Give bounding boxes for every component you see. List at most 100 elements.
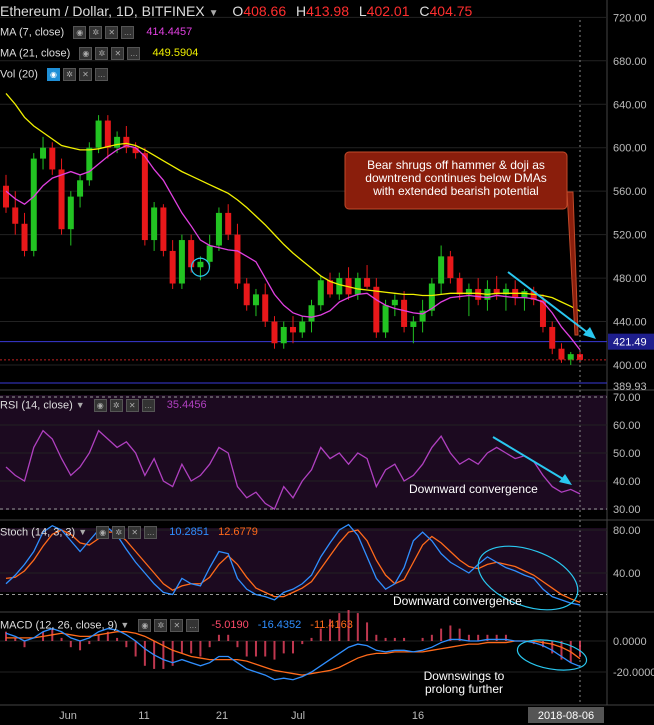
high-label: H: [296, 3, 307, 19]
time-tick-label: Jul: [291, 710, 305, 722]
price-tick-label: 560.00: [613, 186, 647, 198]
candle-body: [86, 147, 93, 181]
close-icon[interactable]: ✕: [125, 399, 139, 412]
eye-icon[interactable]: ◉: [96, 526, 110, 539]
eye-icon[interactable]: ◉: [73, 26, 87, 39]
close-icon[interactable]: ✕: [78, 68, 92, 81]
vol-legend[interactable]: Vol (20) ◉ ✲ ✕…: [0, 68, 111, 81]
gear-icon[interactable]: ✲: [154, 619, 168, 632]
more-icon[interactable]: …: [127, 47, 141, 60]
rsi-annotation: Downward convergence: [409, 482, 538, 496]
chevron-down-icon[interactable]: ▼: [208, 8, 219, 19]
ma21-legend[interactable]: MA (21, close) ◉ ✲ ✕… 449.5904: [0, 47, 198, 60]
callout-text-line: Bear shrugs off hammer & doji as: [367, 158, 545, 172]
trend-arrow: [507, 271, 593, 337]
chevron-down-icon[interactable]: ▼: [120, 620, 130, 631]
candle-body: [225, 212, 232, 235]
candle-body: [49, 147, 56, 170]
candle-body: [58, 169, 65, 230]
close-label: C: [419, 3, 430, 19]
symbol-title[interactable]: Ethereum / Dollar, 1D, BITFINEX: [0, 3, 205, 19]
rsi-arrow-head: [559, 474, 572, 485]
macd-annotation-line: prolong further: [425, 682, 503, 696]
eye-icon[interactable]: ◉: [79, 47, 93, 60]
macd-tick-label: -20.0000: [613, 667, 654, 679]
rsi-tick-label: 60.00: [613, 420, 641, 432]
close-icon[interactable]: ✕: [128, 526, 142, 539]
ma7-legend[interactable]: MA (7, close) ◉ ✲ ✕… 414.4457: [0, 26, 192, 39]
rsi-arrow: [492, 436, 569, 483]
more-icon[interactable]: …: [186, 619, 200, 632]
candle-body: [132, 147, 139, 154]
eye-icon[interactable]: ◉: [138, 619, 152, 632]
gear-icon[interactable]: ✲: [112, 526, 126, 539]
stoch-k-value: 10.2851: [169, 526, 210, 539]
price-tick-label: 520.00: [613, 230, 647, 242]
stoch-label: Stoch (14, 3, 3): [0, 526, 76, 539]
candle-body: [354, 278, 361, 295]
price-tag-bg: [608, 333, 654, 350]
rsi-tick-label: 40.00: [613, 476, 641, 488]
gear-icon[interactable]: ✲: [95, 47, 109, 60]
chevron-down-icon[interactable]: ▼: [78, 527, 88, 538]
close-icon[interactable]: ✕: [105, 26, 119, 39]
price-tick-label: 400.00: [613, 360, 647, 372]
eye-icon[interactable]: ◉: [46, 68, 60, 81]
close-icon[interactable]: ✕: [111, 47, 125, 60]
candle-body: [123, 136, 130, 148]
candle-body: [160, 207, 167, 251]
candle-body: [21, 223, 28, 251]
macd-tick-label: 0.0000: [613, 636, 647, 648]
candle-body: [252, 294, 259, 306]
candle-body: [447, 256, 454, 279]
date-tag: 2018-08-06: [538, 710, 594, 722]
candle-body: [169, 250, 176, 284]
callout-text-line: with extended bearish potential: [372, 184, 538, 198]
rsi-tick-label: 50.00: [613, 448, 641, 460]
candle-body: [12, 207, 19, 224]
candle-body: [308, 305, 315, 322]
more-icon[interactable]: …: [144, 526, 158, 539]
candle-body: [141, 153, 148, 241]
candle-body: [40, 147, 47, 159]
candle-body: [456, 278, 463, 295]
more-icon[interactable]: …: [141, 399, 155, 412]
gear-icon[interactable]: ✲: [89, 26, 103, 39]
candle-body: [373, 286, 380, 333]
price-tick-label: 600.00: [613, 143, 647, 155]
stoch-legend[interactable]: Stoch (14, 3, 3) ▼ ◉ ✲ ✕… 10.2851 12.6779: [0, 526, 258, 539]
more-icon[interactable]: …: [94, 68, 108, 81]
chevron-down-icon[interactable]: ▼: [75, 400, 85, 411]
candle-body: [104, 120, 111, 148]
candle-body: [327, 280, 334, 295]
rsi-line: [5, 429, 581, 510]
rsi-tick-label: 30.00: [613, 504, 641, 516]
ma21-label: MA (21, close): [0, 47, 71, 60]
candle-body: [401, 299, 408, 327]
vol-label: Vol (20): [0, 68, 38, 81]
candle-body: [206, 245, 213, 262]
open-label: O: [232, 3, 244, 19]
macd-label: MACD (12, 26, close, 9): [0, 619, 118, 632]
macd-hist-value: -5.0190: [211, 619, 249, 632]
hammer-circle: [190, 257, 211, 277]
stoch-highlight-ellipse: [477, 545, 579, 611]
rsi-legend[interactable]: RSI (14, close) ▼ ◉ ✲ ✕… 35.4456: [0, 399, 207, 412]
macd-legend[interactable]: MACD (12, 26, close, 9) ▼ ◉ ✲ ✕… -5.0190 -1…: [0, 619, 353, 632]
eye-icon[interactable]: ◉: [93, 399, 107, 412]
rsi-tick-label: 70.00: [613, 392, 641, 404]
stoch-annotation: Downward convergence: [393, 594, 522, 608]
ma7-line: [5, 144, 581, 351]
price-tick-label: 680.00: [613, 56, 647, 68]
time-tick-label: 21: [216, 710, 228, 722]
macd-value: -16.4352: [257, 619, 302, 632]
gear-icon[interactable]: ✲: [62, 68, 76, 81]
gear-icon[interactable]: ✲: [109, 399, 123, 412]
price-tick-label: 640.00: [613, 99, 647, 111]
macd-highlight-ellipse: [516, 639, 588, 671]
lower-price-tag: 389.93: [613, 381, 647, 393]
candle-body: [95, 120, 102, 148]
more-icon[interactable]: …: [121, 26, 135, 39]
candle-body: [530, 291, 537, 300]
close-icon[interactable]: ✕: [170, 619, 184, 632]
